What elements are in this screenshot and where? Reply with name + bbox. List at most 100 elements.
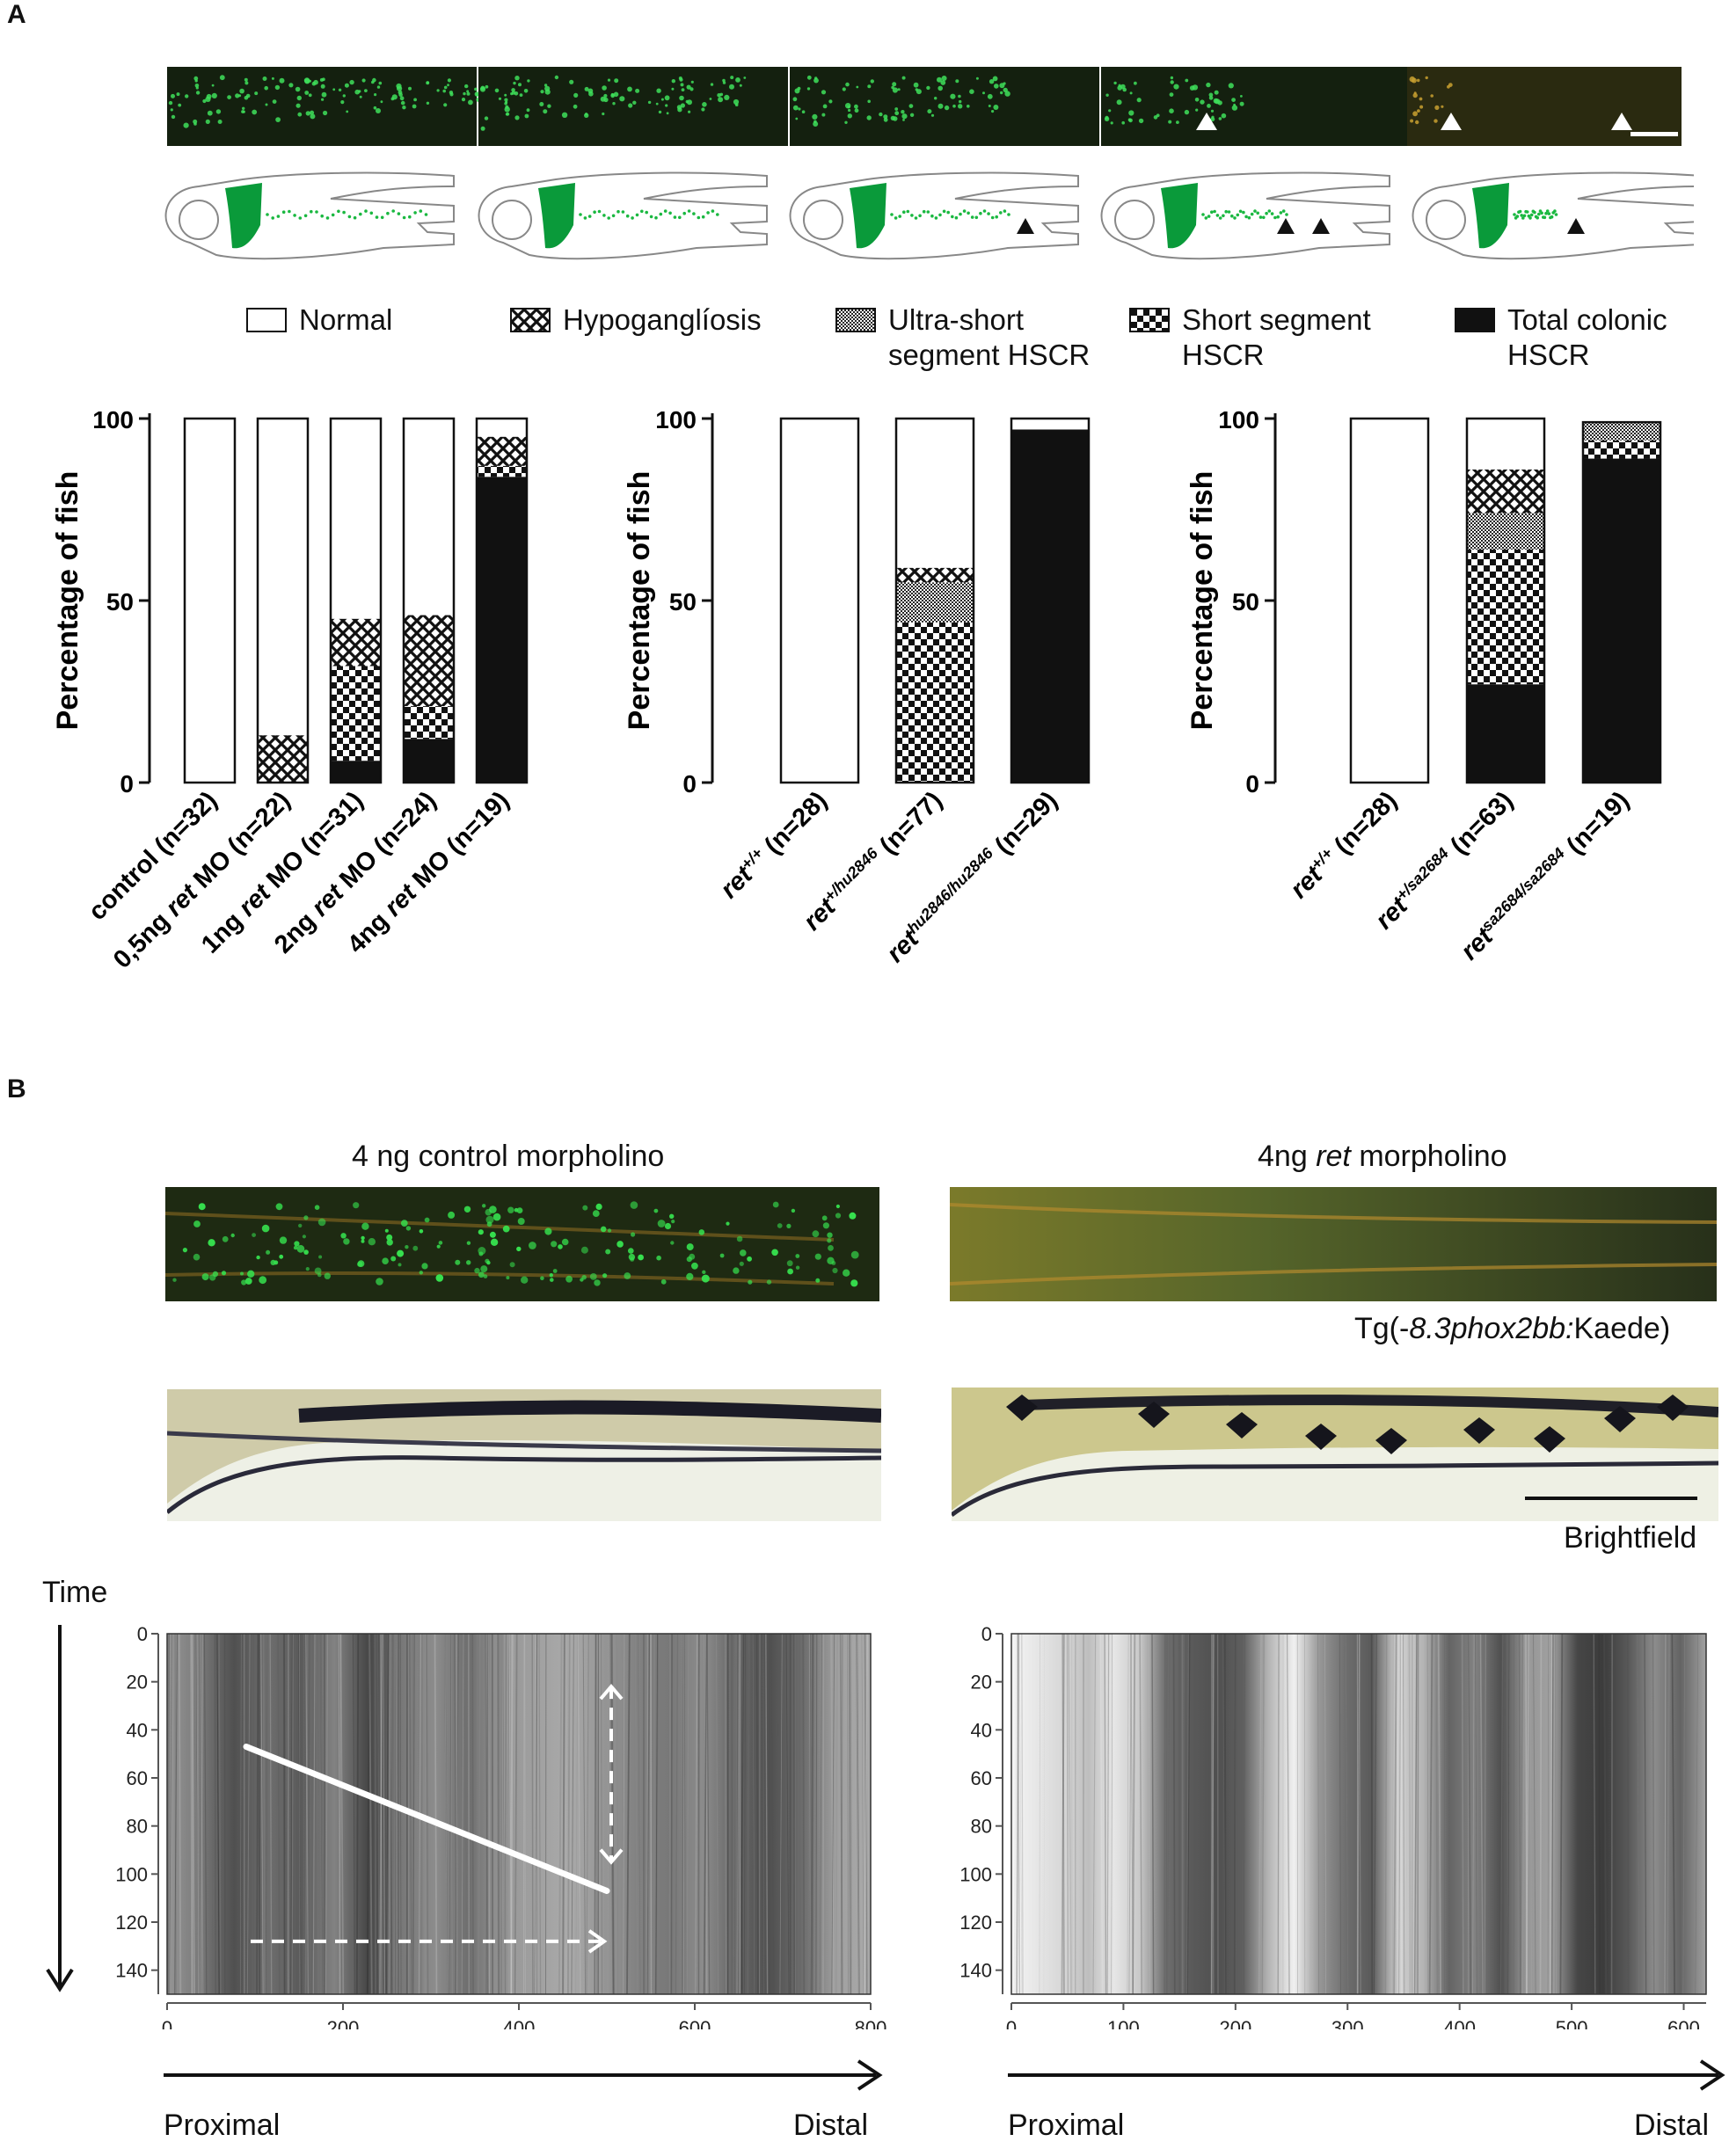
enteric-neuron-dot [193,122,197,126]
gut-neuron-dot [325,216,330,220]
gut-neuron-dot [402,215,406,220]
enteric-neuron-dot [1200,99,1205,105]
kymograph-streak [1370,1633,1374,1995]
kymograph-streak [847,1633,849,1995]
kaede-neuron-dot [592,1210,600,1217]
kymograph-streak [839,1633,843,1995]
kymograph-streak [695,1633,699,1995]
enteric-neuron-dot [730,76,734,80]
enteric-neuron-dot [890,115,895,120]
micrograph-strip-a [167,67,1682,146]
enteric-neuron-dot [992,76,998,82]
kymograph-streak [748,1633,751,1995]
enteric-neuron-dot [436,89,440,92]
enteric-neuron-dot [845,103,851,109]
y-axis-label: Percentage of fish [623,471,656,731]
kaede-neuron-dot [412,1245,419,1251]
kaede-neuron-dot [698,1229,705,1235]
kymograph-streak [1499,1633,1504,1995]
kaede-neuron-dot [733,1267,740,1274]
gut-neuron-dot [607,216,610,220]
bar-outline [1349,417,1430,784]
kymograph-streak [325,1633,328,1995]
gut-neuron-dot [1520,214,1523,217]
kymograph-streak [464,1633,468,1995]
kymograph-streak [1061,1633,1065,1995]
gut-neuron-dot [1279,211,1283,215]
kaede-neuron-dot [831,1261,836,1265]
kymograph-streak [1280,1633,1282,1995]
kymograph-streak [1261,1633,1265,1995]
kymograph-streak [831,1633,835,1995]
kymograph-streak [304,1633,309,1995]
bar-segment [331,666,381,761]
kaede-neuron-dot [340,1233,347,1239]
enteric-neuron-dot [361,78,366,83]
enteric-neuron-dot [1184,109,1190,115]
kymograph-streak [368,1633,373,1995]
kaede-neuron-dot [382,1257,389,1264]
kymograph-streak [1211,1633,1215,1995]
gut-neuron-dot [890,213,894,216]
enteric-neuron-dot [238,94,242,98]
x-tick-label: 600 [1667,2017,1700,2029]
kaede-neuron-dot [193,1220,201,1227]
kaede-neuron-dot [607,1228,612,1233]
kaede-neuron-dot [485,1215,494,1224]
kymograph-streak [705,1633,708,1995]
kaede-neuron-dot [324,1272,331,1279]
enteric-neuron-dot [1419,97,1423,101]
kaede-neuron-dot [565,1275,573,1283]
kymograph-streak [1437,1633,1441,1995]
kymograph-streak [1426,1633,1429,1995]
legend-swatch-normal [246,308,287,332]
kaede-neuron-dot [438,1241,443,1245]
distal-label-left: Distal [793,2109,869,2142]
enteric-neuron-dot [241,110,244,113]
kymograph-streak [384,1633,387,1995]
kymograph-streak [1106,1633,1110,1995]
kaede-neuron-dot [230,1233,235,1238]
kaede-neuron-dot [686,1243,694,1251]
gut-neuron-dot [342,210,346,215]
kymograph-streak [398,1633,401,1995]
enteric-neuron-dot [680,103,686,108]
kaede-neuron-dot [478,1247,486,1255]
bar-segment [404,615,454,707]
enteric-neuron-dot [474,87,478,91]
kymograph-streak [1286,1633,1290,1995]
kymograph-streak [856,1633,859,1995]
enteric-neuron-dot [295,86,301,92]
kymograph-streak [740,1633,743,1995]
enteric-neuron-dot [969,89,974,94]
kaede-neuron-dot [483,1274,488,1278]
kaede-neuron-dot [435,1274,444,1282]
enteric-neuron-dot [514,76,520,81]
enteric-neuron-dot [988,105,991,107]
larva-schematic [789,171,1079,260]
enteric-neuron-dot [340,100,345,105]
kymograph-streak [850,1633,854,1995]
aganglionic-marker-icon [1277,218,1295,234]
enteric-neuron-dot [680,83,684,87]
enteric-neuron-dot [678,76,682,80]
enteric-neuron-dot [447,84,449,87]
gut-neuron-dot [303,214,308,218]
enteric-neuron-dot [376,85,381,89]
kaede-neuron-dot [766,1279,772,1285]
bar-segment [1351,419,1428,783]
gut-neuron-dot [716,213,719,216]
legend-swatch-short-segment [1129,308,1170,332]
kymograph-streak [239,1633,242,1995]
enteric-neuron-dot [671,87,675,91]
kymograph-streak [706,1633,711,1995]
kymograph-streak [426,1633,429,1995]
kymograph-streak [1384,1633,1388,1995]
enteric-neuron-dot [795,117,799,120]
kymograph-streak [1391,1633,1394,1995]
enteric-neuron-dot [828,99,833,104]
gut-neuron-dot [1545,209,1550,213]
gut-neuron-dot [1281,209,1286,213]
enteric-neuron-dot [632,100,637,105]
gut-neuron-dot [1513,213,1516,216]
